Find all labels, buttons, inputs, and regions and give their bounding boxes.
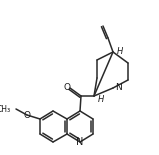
Text: H: H <box>98 95 104 104</box>
Text: O: O <box>24 111 31 120</box>
Text: CH₃: CH₃ <box>0 104 11 113</box>
Text: N: N <box>76 137 84 147</box>
Text: H: H <box>117 47 123 57</box>
Text: N: N <box>115 84 121 93</box>
Text: O: O <box>63 84 70 93</box>
